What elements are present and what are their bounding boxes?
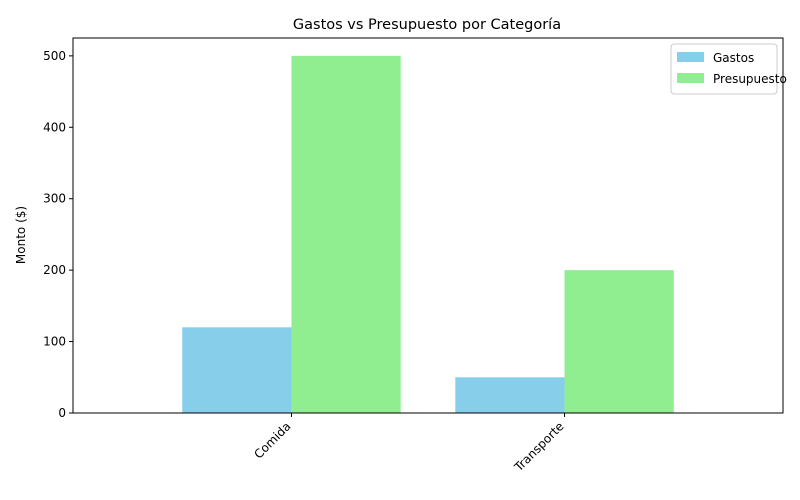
- bars-group: [182, 55, 674, 413]
- x-tick-label-comida: Comida: [251, 419, 293, 461]
- y-tick-label: 100: [43, 335, 66, 349]
- bar-gastos-comida: [182, 327, 292, 413]
- bar-presupuesto-comida: [291, 55, 401, 413]
- y-tick-label: 200: [43, 263, 66, 277]
- legend-label-gastos: Gastos: [713, 51, 754, 65]
- x-axis: Comida Transporte: [251, 413, 567, 475]
- y-tick-label: 0: [58, 406, 66, 420]
- legend-swatch-gastos: [677, 52, 704, 62]
- plot-frame: [72, 37, 784, 414]
- y-tick-label: 300: [43, 192, 66, 206]
- bar-presupuesto-transporte: [564, 270, 674, 413]
- legend: Gastos Presupuesto: [670, 43, 787, 95]
- y-tick-label: 500: [43, 49, 66, 63]
- legend-label-presupuesto: Presupuesto: [713, 72, 787, 86]
- bar-gastos-transporte: [455, 377, 565, 413]
- y-axis-label: Monto ($): [14, 206, 28, 264]
- chart-title: Gastos vs Presupuesto por Categoría: [293, 17, 561, 33]
- y-tick-label: 400: [43, 120, 66, 134]
- legend-swatch-presupuesto: [677, 73, 704, 83]
- y-axis: 0 100 200 300 400 500: [43, 49, 73, 420]
- x-tick-label-transporte: Transporte: [511, 419, 567, 475]
